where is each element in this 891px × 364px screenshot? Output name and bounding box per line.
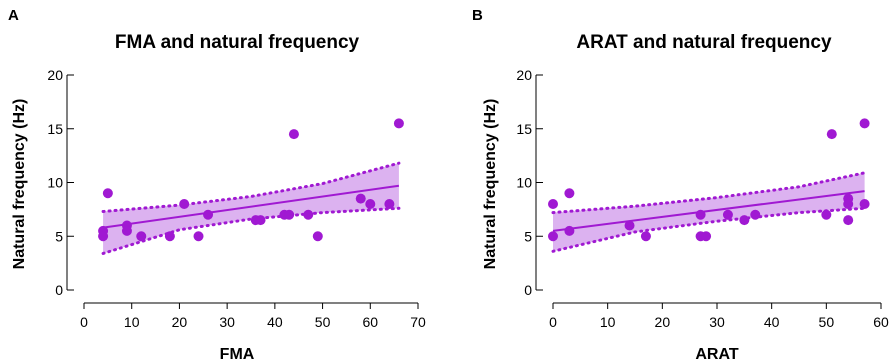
data-point xyxy=(98,231,108,241)
x-tick-label: 60 xyxy=(873,314,889,330)
data-point xyxy=(122,226,132,236)
data-point xyxy=(256,215,266,225)
data-point xyxy=(365,199,375,209)
data-point xyxy=(860,118,870,128)
panel-b: B ARAT and natural frequency 0 5 10 15 20 0 10… xyxy=(472,7,889,363)
x-axis-label-b: ARAT xyxy=(695,346,738,363)
y-tick-label: 15 xyxy=(47,121,63,137)
x-tick-label: 40 xyxy=(764,314,780,330)
panel-letter-a: A xyxy=(8,7,19,24)
data-point xyxy=(564,226,574,236)
y-tick-label: 20 xyxy=(516,67,532,83)
data-point xyxy=(723,210,733,220)
data-point xyxy=(548,199,558,209)
y-tick-label: 10 xyxy=(47,175,63,191)
x-tick-label: 0 xyxy=(549,314,557,330)
data-point xyxy=(641,231,651,241)
y-tick-label: 0 xyxy=(55,282,63,298)
x-tick-label: 50 xyxy=(819,314,835,330)
x-tick-label: 40 xyxy=(267,314,283,330)
data-point xyxy=(103,188,113,198)
data-point xyxy=(194,231,204,241)
x-tick-label: 30 xyxy=(219,314,235,330)
y-tick-label: 10 xyxy=(516,175,532,191)
data-point xyxy=(843,215,853,225)
data-point xyxy=(827,129,837,139)
panel-a: A FMA and natural frequency 0 5 10 15 20 0 10 2… xyxy=(8,7,426,363)
data-point xyxy=(739,215,749,225)
data-point xyxy=(548,231,558,241)
x-tick-label: 70 xyxy=(410,314,426,330)
panel-letter-b: B xyxy=(472,7,483,24)
x-tick-label: 30 xyxy=(709,314,725,330)
y-axis-label-b: Natural frequency (Hz) xyxy=(482,99,499,270)
data-point xyxy=(394,118,404,128)
x-tick-label: 0 xyxy=(80,314,88,330)
data-point xyxy=(179,199,189,209)
data-point xyxy=(564,188,574,198)
y-axis-label-a: Natural frequency (Hz) xyxy=(11,99,28,270)
plot-area-a: 0 5 10 15 20 0 10 20 30 40 50 60 70 xyxy=(47,67,426,330)
data-point xyxy=(203,210,213,220)
x-tick-label: 10 xyxy=(124,314,140,330)
x-tick-label: 60 xyxy=(362,314,378,330)
data-point xyxy=(303,210,313,220)
x-axis-label-a: FMA xyxy=(220,346,255,363)
data-point xyxy=(843,199,853,209)
data-point xyxy=(313,231,323,241)
data-point xyxy=(356,194,366,204)
data-point xyxy=(821,210,831,220)
y-tick-label: 15 xyxy=(516,121,532,137)
chart-title-a: FMA and natural frequency xyxy=(115,32,360,53)
x-tick-label: 20 xyxy=(655,314,671,330)
data-point xyxy=(750,210,760,220)
plot-area-b: 0 5 10 15 20 0 10 20 30 40 50 60 xyxy=(516,67,889,330)
data-point xyxy=(284,210,294,220)
data-point xyxy=(625,221,635,231)
x-tick-label: 50 xyxy=(315,314,331,330)
data-point xyxy=(165,231,175,241)
data-point xyxy=(701,231,711,241)
data-point xyxy=(384,199,394,209)
data-point xyxy=(289,129,299,139)
y-tick-label: 5 xyxy=(55,228,63,244)
y-tick-label: 0 xyxy=(524,282,532,298)
x-tick-label: 20 xyxy=(172,314,188,330)
data-point xyxy=(860,199,870,209)
confidence-band xyxy=(103,163,399,253)
data-point xyxy=(136,231,146,241)
chart-title-b: ARAT and natural frequency xyxy=(576,32,832,53)
y-tick-label: 5 xyxy=(524,228,532,244)
data-point xyxy=(696,210,706,220)
x-tick-label: 10 xyxy=(600,314,616,330)
y-tick-label: 20 xyxy=(47,67,63,83)
